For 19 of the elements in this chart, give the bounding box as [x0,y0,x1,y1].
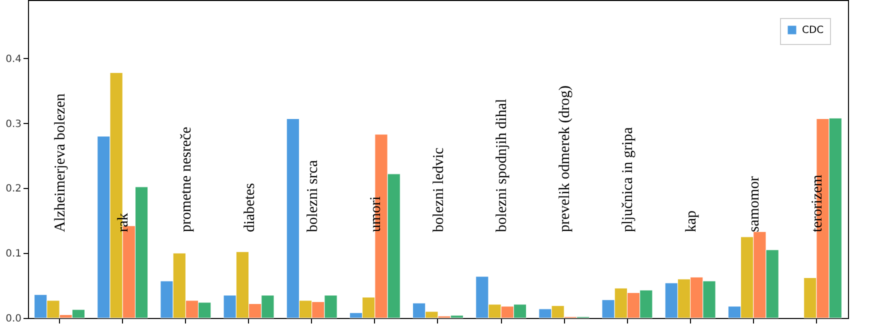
x-tick-label: kap [683,210,700,232]
x-tick-label: pljučnica in gripa [620,126,636,232]
x-tick-label: rak [116,212,132,232]
legend-label: CDC [802,25,824,36]
x-tick-label: bolezni ledvic [431,147,447,232]
x-tick-label: terorizem [809,174,826,232]
y-tick-label: 0.1 [6,248,22,260]
y-tick-label: 0.3 [6,118,22,130]
x-tick-label: prevelik odmerek (drog) [557,86,574,232]
x-tick-label: diabetes [242,182,258,232]
x-tick-label: prometne nesreče [178,126,195,232]
x-tick-label: samomor [746,176,762,232]
y-tick-label: 0.0 [6,314,22,324]
y-tick-label: 0.2 [6,184,22,195]
x-tick-label: bolezni srca [304,160,321,232]
x-tick-label: umori [368,196,384,232]
x-tick-label: bolezni spodnjih dihal [494,98,510,232]
y-tick-label: 0.4 [6,54,22,65]
x-tick-label: Alzheimerjeva bolezen [52,92,69,232]
